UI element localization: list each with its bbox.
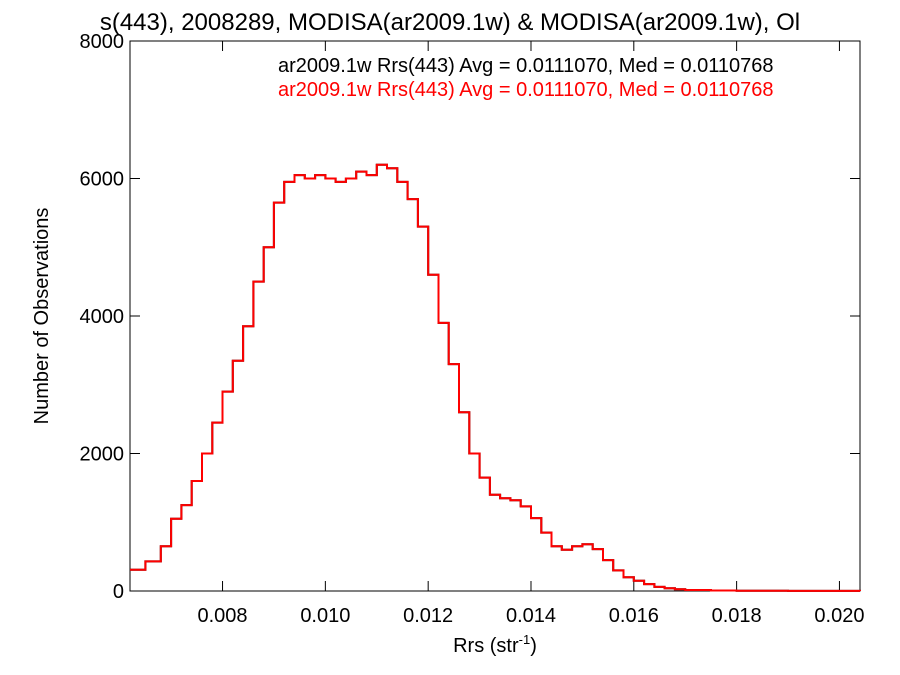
plot-frame: [129, 40, 861, 592]
legend-entry-black: ar2009.1w Rrs(443) Avg = 0.0111070, Med …: [278, 55, 774, 77]
x-axis-label: Rrs (str-1): [453, 632, 537, 657]
x-axis-label-main: Rrs (str: [453, 635, 519, 657]
x-tick-label: 0.012: [403, 605, 453, 627]
x-tick-label: 0.018: [712, 605, 762, 627]
x-tick-label: 0.010: [300, 605, 350, 627]
y-tick-label: 4000: [80, 306, 125, 328]
y-axis-label: Number of Observations: [31, 208, 53, 425]
x-axis-label-superscript: -1: [519, 632, 531, 647]
chart-title: s(443), 2008289, MODISA(ar2009.1w) & MOD…: [100, 9, 800, 36]
series-line-black: [130, 163, 861, 592]
x-axis-label-close: ): [530, 635, 537, 657]
x-tick-label: 0.008: [198, 605, 248, 627]
legend-entry-red: ar2009.1w Rrs(443) Avg = 0.0111070, Med …: [278, 79, 774, 101]
x-tick-label: 0.014: [506, 605, 556, 627]
y-tick-label: 2000: [80, 444, 125, 466]
plot-area: 0.008 0.010 0.012 0.014 0.016 0.018 0.020 0 2000…: [80, 31, 865, 627]
x-tick-label: 0.020: [814, 605, 864, 627]
y-tick-label: 6000: [80, 169, 125, 191]
y-tick-label: 0: [113, 581, 124, 603]
y-tick-label: 8000: [80, 31, 125, 53]
x-tick-label: 0.016: [609, 605, 659, 627]
series-line-red: [130, 163, 861, 592]
